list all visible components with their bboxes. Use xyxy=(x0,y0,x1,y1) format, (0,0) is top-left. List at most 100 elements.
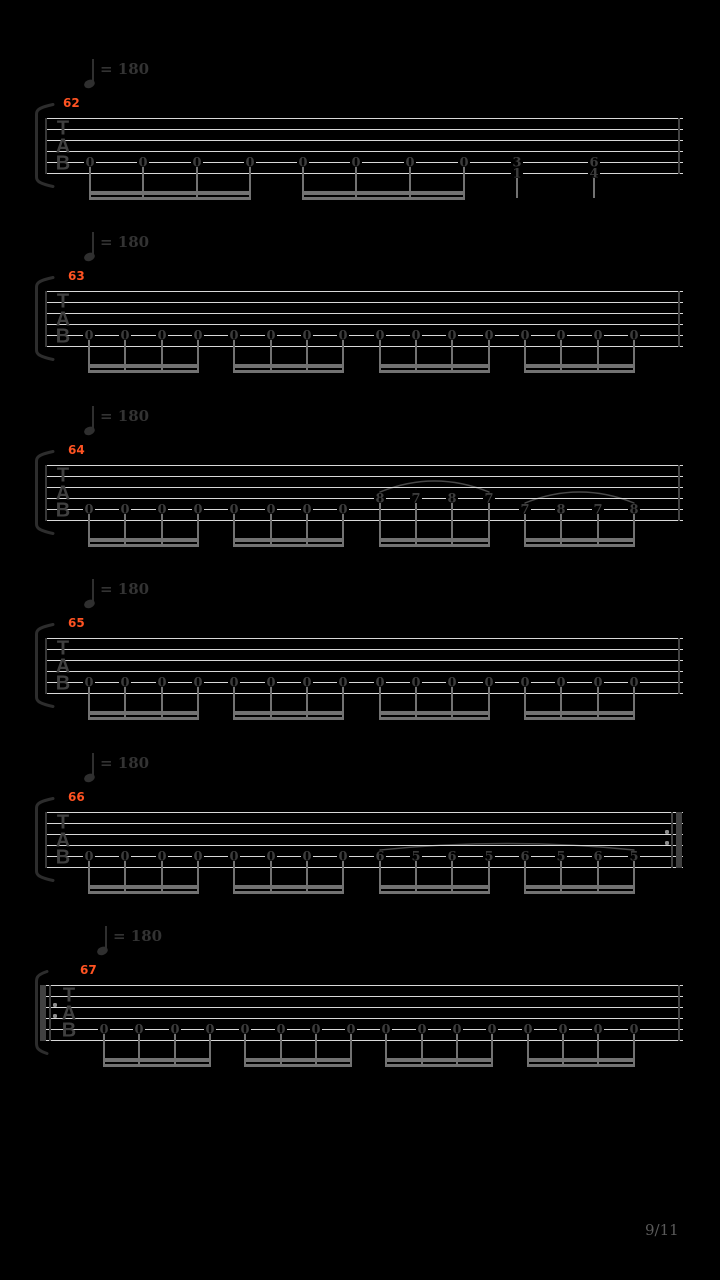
fret-number: 6 xyxy=(587,155,601,170)
note-stem xyxy=(488,861,490,891)
fret-number: 6 xyxy=(591,849,605,864)
fret-number: 0 xyxy=(155,675,169,690)
beam-secondary xyxy=(88,716,199,720)
note-stem xyxy=(174,1034,176,1064)
note-stem xyxy=(196,167,198,197)
note-stem xyxy=(88,861,90,891)
note-stem xyxy=(88,514,90,544)
note-stem xyxy=(456,1034,458,1064)
repeat-dot xyxy=(52,1013,57,1018)
fret-number: 0 xyxy=(309,1022,323,1037)
note-stem xyxy=(270,687,272,717)
measure-number: 65 xyxy=(68,616,85,630)
note-stem xyxy=(249,167,251,197)
staff-line xyxy=(46,812,683,813)
fret-number: 0 xyxy=(191,849,205,864)
beam-secondary xyxy=(379,543,490,547)
beam-secondary xyxy=(524,543,635,547)
beam-primary xyxy=(302,191,465,196)
fret-number: 0 xyxy=(518,675,532,690)
note-stem xyxy=(89,167,91,197)
fret-number: 0 xyxy=(118,849,132,864)
staff-line xyxy=(40,985,683,986)
fret-number: 0 xyxy=(203,1022,217,1037)
quarter-note-stem xyxy=(92,59,95,85)
tab-clef-letter: A xyxy=(55,482,71,505)
note-stem xyxy=(244,1034,246,1064)
note-stem xyxy=(138,1034,140,1064)
fret-number: 5 xyxy=(554,849,568,864)
note-stem xyxy=(593,178,595,198)
fret-number: 0 xyxy=(627,328,641,343)
tab-clef-letter: T xyxy=(56,811,70,834)
repeat-dot xyxy=(664,829,669,834)
note-stem xyxy=(342,861,344,891)
note-stem xyxy=(379,687,381,717)
note-stem xyxy=(379,340,381,370)
staff-line xyxy=(46,834,683,835)
fret-number: 0 xyxy=(336,328,350,343)
staff-line xyxy=(46,823,683,824)
staff-line xyxy=(40,1007,683,1008)
note-stem xyxy=(103,1034,105,1064)
fret-number: 0 xyxy=(415,1022,429,1037)
note-stem xyxy=(161,340,163,370)
staff-line xyxy=(46,129,683,130)
beam-secondary xyxy=(524,716,635,720)
note-stem xyxy=(488,687,490,717)
note-stem xyxy=(197,340,199,370)
start-repeat-thick-barline xyxy=(40,985,46,1041)
note-stem xyxy=(88,687,90,717)
fret-number: 0 xyxy=(97,1022,111,1037)
fret-number: 0 xyxy=(118,502,132,517)
fret-number: 0 xyxy=(591,1022,605,1037)
note-stem xyxy=(451,503,453,544)
note-stem xyxy=(463,167,465,197)
note-stem xyxy=(451,340,453,370)
beam-secondary xyxy=(524,369,635,373)
fret-number: 6 xyxy=(445,849,459,864)
tab-clef-letter: A xyxy=(61,1002,77,1025)
staff-line xyxy=(46,867,683,868)
beam-primary xyxy=(379,538,490,543)
fret-number: 0 xyxy=(190,155,204,170)
quarter-note-stem xyxy=(105,926,108,952)
tab-clef-letter: A xyxy=(55,135,71,158)
note-stem xyxy=(633,687,635,717)
fret-number: 7 xyxy=(482,491,496,506)
fret-number: 0 xyxy=(482,328,496,343)
beam-primary xyxy=(233,711,344,716)
fret-number: 0 xyxy=(83,155,97,170)
beam-primary xyxy=(244,1058,352,1063)
note-stem xyxy=(342,514,344,544)
fret-number: 0 xyxy=(591,328,605,343)
fret-number: 8 xyxy=(445,491,459,506)
fret-number: 6 xyxy=(373,849,387,864)
note-stem xyxy=(302,167,304,197)
note-stem xyxy=(524,340,526,370)
staff-line xyxy=(46,856,683,857)
note-stem xyxy=(415,861,417,891)
fret-number: 5 xyxy=(482,849,496,864)
fret-number: 0 xyxy=(264,675,278,690)
measure-number: 67 xyxy=(80,963,97,977)
note-stem xyxy=(415,503,417,544)
note-stem xyxy=(421,1034,423,1064)
tempo-value: = 180 xyxy=(100,407,150,425)
fret-number: 7 xyxy=(591,502,605,517)
staff-line xyxy=(46,465,683,466)
end-repeat-thick-barline xyxy=(675,812,682,868)
beam-secondary xyxy=(233,716,344,720)
note-stem xyxy=(350,1034,352,1064)
note-stem xyxy=(342,687,344,717)
note-stem xyxy=(560,687,562,717)
note-stem xyxy=(315,1034,317,1064)
note-stem xyxy=(124,340,126,370)
tempo-value: = 180 xyxy=(100,233,150,251)
fret-number: 0 xyxy=(264,849,278,864)
note-stem xyxy=(633,1034,635,1064)
fret-number: 0 xyxy=(191,502,205,517)
fret-number: 0 xyxy=(373,328,387,343)
end-repeat-thin-barline xyxy=(671,812,673,868)
beam-primary xyxy=(88,538,199,543)
